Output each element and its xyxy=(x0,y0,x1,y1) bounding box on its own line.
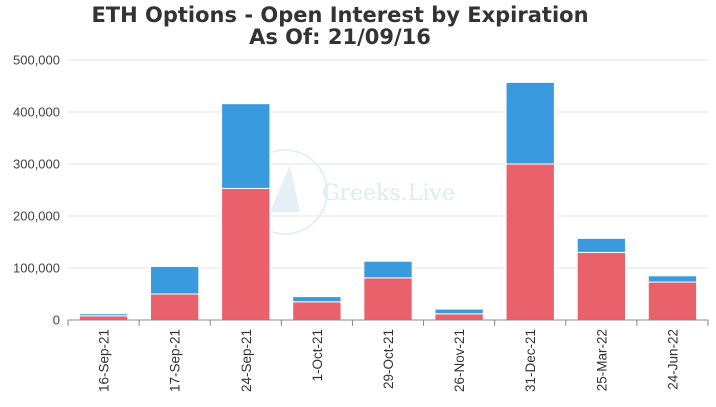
x-tick-label: 17-Sep-21 xyxy=(168,329,183,392)
bar-segment xyxy=(363,277,413,321)
y-tick-label: 300,000 xyxy=(13,157,60,172)
axes xyxy=(67,319,709,326)
bar-segment xyxy=(78,313,129,317)
bar-segment xyxy=(363,260,413,279)
bar-segment xyxy=(149,265,200,295)
bar-segment xyxy=(576,237,627,253)
bar-segment xyxy=(647,275,698,283)
y-tick-labels: 0 100,000 200,000 300,000 400,000 500,000 xyxy=(13,53,60,328)
x-tick-label: 24-Sep-21 xyxy=(239,329,254,392)
bar-segment xyxy=(292,301,342,321)
bar-segment xyxy=(149,293,200,321)
grid xyxy=(68,59,708,269)
bar-segment xyxy=(505,81,555,165)
bars xyxy=(78,81,698,321)
watermark-text: Greeks.Live xyxy=(322,181,455,206)
x-tick-label: 31-Dec-21 xyxy=(523,329,538,392)
x-tick-label: 29-Oct-21 xyxy=(381,329,396,389)
chart-title: ETH Options - Open Interest by Expiratio… xyxy=(91,3,588,27)
y-tick-label: 100,000 xyxy=(13,261,60,276)
chart-subtitle: As Of: 21/09/16 xyxy=(249,25,431,49)
bar-segment xyxy=(576,251,627,321)
x-tick-label: 26-Nov-21 xyxy=(452,329,467,392)
watermark: Greeks.Live xyxy=(242,149,455,235)
y-tick-label: 400,000 xyxy=(13,105,60,120)
bar-segment xyxy=(647,281,698,321)
bar-segment xyxy=(78,315,129,321)
x-tick-label: 24-Jun-22 xyxy=(665,329,680,390)
x-tick-label: 25-Mar-22 xyxy=(594,329,609,391)
bar-segment xyxy=(434,308,484,315)
y-tick-label: 200,000 xyxy=(13,209,60,224)
bar-segment xyxy=(292,296,342,303)
bar-segment xyxy=(434,313,484,321)
bar-segment xyxy=(221,187,271,321)
y-tick-label: 0 xyxy=(53,313,60,328)
x-tick-label: 16-Sep-21 xyxy=(97,329,112,392)
x-tick-labels: 16-Sep-21 17-Sep-21 24-Sep-21 1-Oct-21 29-Oc… xyxy=(97,329,681,392)
x-tick-label: 1-Oct-21 xyxy=(310,329,325,382)
bar-segment xyxy=(221,103,271,189)
y-tick-label: 500,000 xyxy=(13,53,60,68)
bar-segment xyxy=(505,163,555,321)
